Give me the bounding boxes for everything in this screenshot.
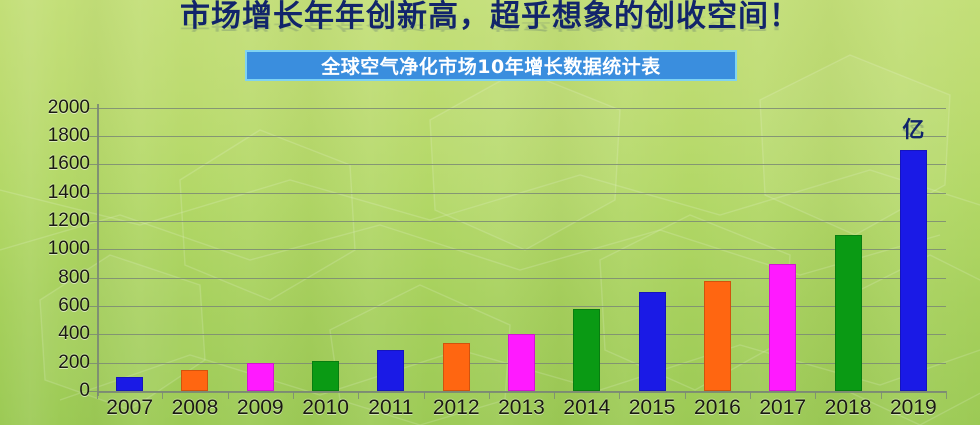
y-tick-label: 800 (58, 266, 90, 288)
gridline (97, 391, 946, 392)
bar-2009[interactable] (246, 362, 274, 391)
bar-2017[interactable] (769, 263, 797, 391)
x-axis-label-2014: 2014 (563, 396, 611, 419)
x-axis-label-2010: 2010 (302, 396, 349, 419)
x-axis-label-2018: 2018 (824, 396, 872, 419)
y-tick-label: 1600 (47, 153, 90, 175)
gridline (97, 107, 946, 109)
y-tick-label: 0 (79, 380, 90, 401)
x-axis-line (97, 391, 946, 393)
bar-2007[interactable] (116, 376, 144, 391)
y-tick-mark (89, 306, 97, 307)
gridline (97, 221, 946, 223)
y-tick-mark (89, 277, 97, 279)
x-axis-label-2012: 2012 (432, 396, 480, 419)
gridline (97, 277, 946, 279)
title-block: 市场增长年年创新高，超乎想象的创收空间！ 市场增长年年创新高，超乎想象的创收空间… (0, 0, 980, 66)
x-tick-mark (292, 391, 294, 399)
x-tick-mark (815, 391, 817, 399)
x-axis-label-2007: 2007 (106, 396, 153, 419)
x-axis-label-2017: 2017 (759, 396, 807, 419)
gridline (97, 249, 946, 251)
y-tick-label: 2000 (47, 96, 90, 118)
gridline (97, 136, 946, 138)
gridline (97, 164, 946, 166)
x-tick-mark (554, 391, 556, 399)
bar-2015[interactable] (638, 291, 666, 391)
x-tick-mark (619, 391, 621, 399)
y-tick-mark (89, 391, 97, 392)
x-axis-label-2008: 2008 (171, 396, 219, 419)
bar-2014[interactable] (573, 308, 601, 391)
x-tick-mark (423, 391, 425, 399)
y-tick-mark (89, 107, 97, 109)
bar-2008[interactable] (181, 369, 209, 391)
y-tick-mark (89, 164, 97, 166)
bar-2019[interactable] (899, 150, 927, 391)
x-tick-mark (358, 391, 360, 399)
x-axis-label-2015: 2015 (628, 396, 676, 419)
y-tick-label: 1200 (47, 210, 90, 232)
y-tick-mark (89, 136, 97, 138)
bar-2010[interactable] (312, 361, 340, 391)
x-tick-mark (227, 391, 229, 399)
x-axis-label-2013: 2013 (498, 396, 545, 419)
y-tick-label: 1400 (47, 181, 90, 203)
y-tick-label: 400 (58, 323, 90, 345)
bar-2013[interactable] (508, 334, 535, 391)
y-tick-mark (89, 221, 97, 223)
y-tick-mark (89, 249, 97, 251)
x-tick-mark (946, 391, 947, 399)
x-tick-mark (684, 391, 686, 399)
x-axis-label-2019: 2019 (889, 396, 937, 419)
unit-label-reflection: 亿 (902, 122, 925, 136)
subtitle-text: 全球空气净化市场10年增长数据统计表 (321, 56, 661, 78)
y-tick-label: 1000 (47, 238, 90, 260)
x-axis-label-2011: 2011 (368, 396, 414, 419)
y-tick-label: 1800 (47, 125, 90, 147)
bar-2016[interactable] (703, 280, 731, 391)
x-axis-label-2016: 2016 (694, 396, 741, 419)
x-tick-mark (750, 391, 752, 399)
y-tick-label: 200 (58, 351, 90, 373)
x-tick-mark (880, 391, 882, 399)
bar-2012[interactable] (442, 342, 470, 391)
x-tick-mark (97, 391, 98, 399)
y-tick-mark (89, 362, 97, 364)
x-tick-mark (162, 391, 164, 399)
x-axis-label-2009: 2009 (236, 396, 284, 419)
y-tick-label: 600 (58, 295, 90, 316)
gridline (97, 306, 946, 307)
bar-2018[interactable] (834, 235, 862, 391)
gridline (97, 192, 946, 194)
page-title: 市场增长年年创新高，超乎想象的创收空间！ (180, 0, 800, 34)
y-tick-mark (89, 334, 97, 336)
x-tick-mark (488, 391, 490, 399)
bar-2011[interactable] (377, 349, 405, 391)
unit-label: 亿 (902, 118, 925, 144)
subtitle-banner: 全球空气净化市场10年增长数据统计表 (245, 50, 737, 81)
y-tick-mark (89, 192, 97, 194)
page-title-reflection: 市场增长年年创新高，超乎想象的创收空间！ (180, 13, 800, 33)
